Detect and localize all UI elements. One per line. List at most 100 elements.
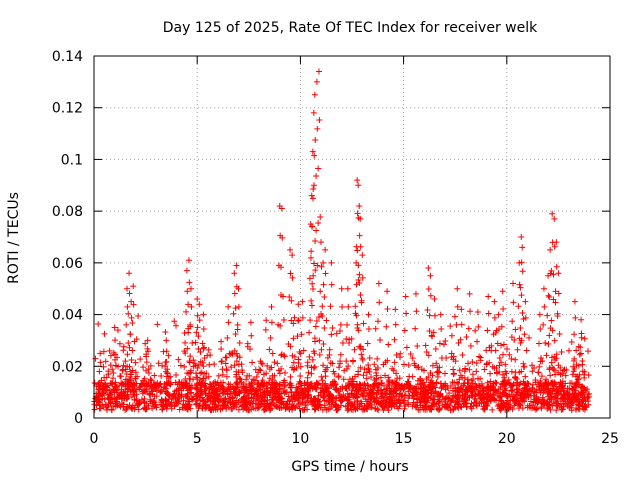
data-point (496, 355, 503, 362)
data-point (476, 353, 483, 360)
data-point (442, 337, 449, 344)
data-point (514, 394, 521, 401)
data-point (320, 281, 327, 288)
data-point (181, 330, 188, 337)
data-point (522, 373, 529, 380)
data-point (338, 285, 345, 292)
data-point (326, 393, 333, 400)
y-tick-label: 0.04 (52, 308, 83, 324)
data-point (207, 352, 214, 359)
data-point (385, 374, 392, 381)
data-point (557, 379, 564, 386)
data-point (346, 376, 353, 383)
data-point (454, 285, 461, 292)
data-point (580, 385, 587, 392)
data-point (388, 394, 395, 401)
data-point (559, 405, 566, 412)
data-point (126, 270, 133, 277)
data-point (430, 329, 437, 336)
data-point (280, 317, 287, 324)
data-point (163, 348, 170, 355)
data-point (175, 393, 182, 400)
x-tick-label: 20 (498, 431, 516, 447)
data-point (552, 381, 559, 388)
data-point (168, 405, 175, 412)
data-point (372, 325, 379, 332)
data-point (432, 384, 439, 391)
data-point (193, 385, 200, 392)
data-point (477, 357, 484, 364)
data-point (547, 372, 554, 379)
data-point (128, 314, 135, 321)
data-point (262, 326, 269, 333)
data-point (439, 383, 446, 390)
data-point (348, 390, 355, 397)
data-point (322, 246, 329, 253)
data-point (151, 393, 158, 400)
data-point (570, 363, 577, 370)
data-point (198, 380, 205, 387)
data-point (127, 388, 134, 395)
data-point (268, 303, 275, 310)
data-point (289, 406, 296, 413)
data-point (436, 398, 443, 405)
data-point (506, 401, 513, 408)
data-point (578, 330, 585, 337)
data-point (256, 366, 263, 373)
data-point (228, 364, 235, 371)
data-point (545, 380, 552, 387)
data-point (128, 371, 135, 378)
data-point (145, 348, 152, 355)
data-point (417, 406, 424, 413)
data-point (337, 321, 344, 328)
x-tick-label: 5 (193, 431, 202, 447)
data-point (236, 340, 243, 347)
data-point (291, 402, 298, 409)
data-point (321, 388, 328, 395)
data-point (576, 399, 583, 406)
data-point (233, 388, 240, 395)
data-point (110, 370, 117, 377)
data-point (356, 271, 363, 278)
data-point (328, 331, 335, 338)
data-point (540, 285, 547, 292)
data-point (151, 372, 158, 379)
data-point (535, 383, 542, 390)
data-point (124, 285, 131, 292)
data-point (359, 252, 366, 259)
data-point (358, 297, 365, 304)
data-point (101, 330, 108, 337)
data-point (176, 406, 183, 413)
data-point (126, 382, 133, 389)
data-point (439, 402, 446, 409)
data-point (459, 398, 466, 405)
data-point (466, 366, 473, 373)
data-point (556, 331, 563, 338)
data-point (304, 374, 311, 381)
data-point (313, 318, 320, 325)
data-point (299, 314, 306, 321)
data-point (572, 314, 579, 321)
data-point (295, 317, 302, 324)
data-point (545, 292, 552, 299)
y-tick-label: 0.14 (52, 49, 83, 65)
data-point (426, 312, 433, 319)
data-point (245, 407, 252, 414)
data-point (307, 254, 314, 261)
data-point (151, 399, 158, 406)
data-point (338, 398, 345, 405)
data-point (534, 399, 541, 406)
data-point (580, 397, 587, 404)
data-point (194, 296, 201, 303)
data-point (235, 285, 242, 292)
data-point (277, 322, 284, 329)
data-point (318, 391, 325, 398)
chart-title: Day 125 of 2025, Rate Of TEC Index for r… (163, 20, 538, 36)
data-point (520, 395, 527, 402)
data-point (498, 403, 505, 410)
x-tick-label: 0 (90, 431, 99, 447)
data-point (519, 268, 526, 275)
data-point (120, 362, 127, 369)
data-point (492, 379, 499, 386)
data-point (335, 373, 342, 380)
